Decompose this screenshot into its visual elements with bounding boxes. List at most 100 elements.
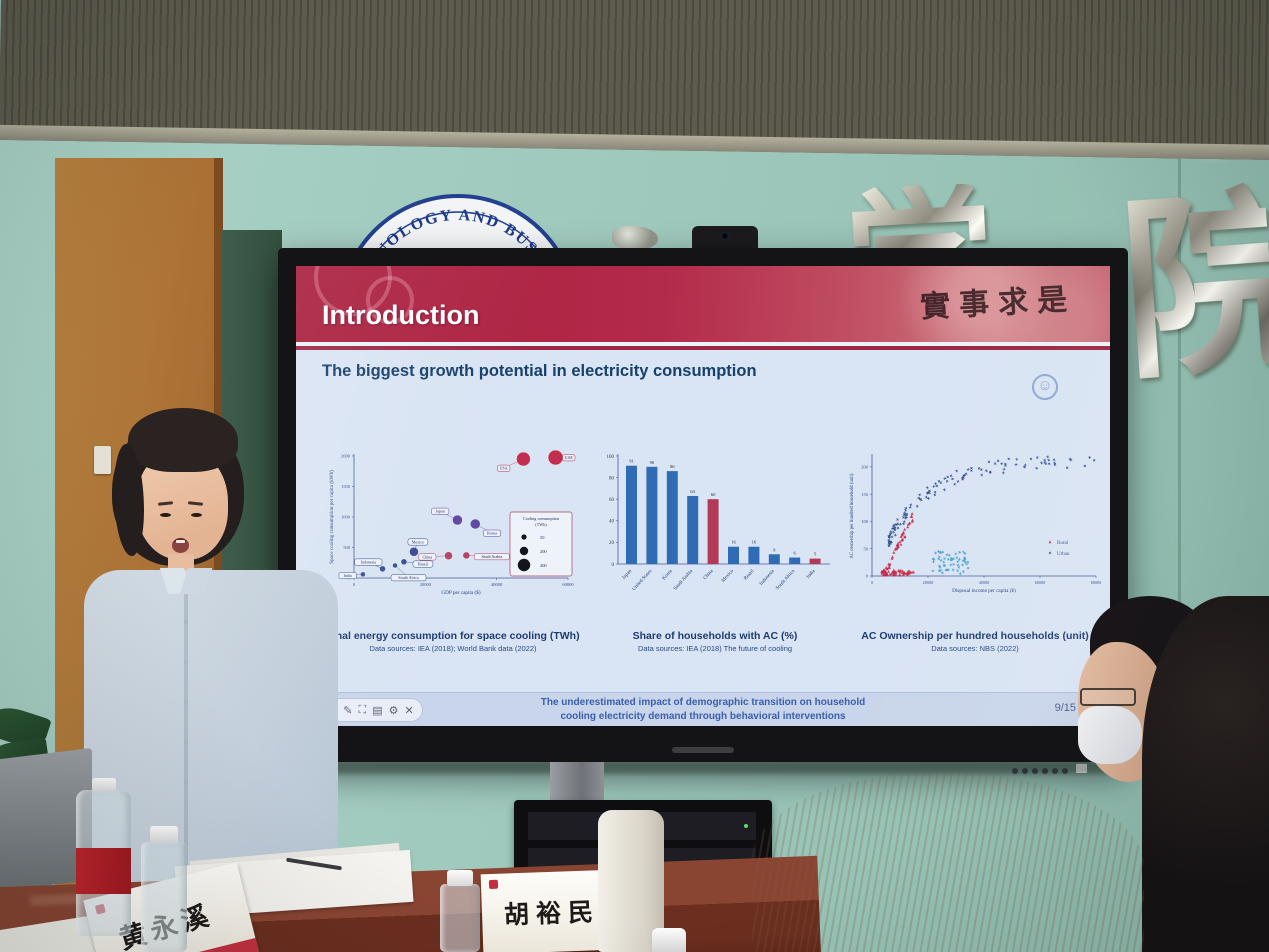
svg-text:Saudi Arabia: Saudi Arabia: [481, 554, 502, 559]
bubble-chart-space-cooling: 05001000150020000200004000060000GDP per …: [324, 446, 582, 653]
svg-text:Rural: Rural: [1057, 541, 1069, 546]
svg-text:Saudi Arabia: Saudi Arabia: [673, 568, 695, 591]
svg-text:0: 0: [612, 563, 615, 568]
settings-icon[interactable]: ⚙: [388, 704, 399, 717]
slide-footer: ○◎✎⛶▤⚙✕ The underestimated impact of dem…: [296, 692, 1110, 726]
svg-text:40000: 40000: [491, 582, 503, 587]
svg-text:86: 86: [670, 464, 675, 469]
square-bottle[interactable]: [141, 842, 187, 952]
tv-camera-lens-icon: [721, 232, 729, 240]
audience-head-center: [752, 772, 1144, 952]
svg-text:UAE: UAE: [565, 455, 574, 460]
power-led: [744, 824, 748, 828]
bar-chart-ac-share: 0 20 40 60 80 100 91 Japan 90 United States 86 Kore…: [592, 446, 838, 653]
svg-text:China: China: [703, 568, 715, 581]
svg-text:0: 0: [353, 582, 356, 587]
svg-text:400: 400: [540, 563, 547, 568]
svg-text:Space cooling consumption per: Space cooling consumption per capita (kW…: [328, 470, 335, 564]
svg-text:Mexico: Mexico: [412, 539, 424, 544]
face-mask: [1078, 706, 1142, 764]
svg-text:Disposal income per capita (¥): Disposal income per capita (¥): [952, 587, 1016, 594]
ceiling-beam: [0, 0, 1269, 161]
chart-title: Share of households with AC (%): [632, 630, 798, 642]
svg-text:20: 20: [609, 541, 615, 546]
svg-text:9: 9: [773, 547, 776, 552]
svg-text:40: 40: [609, 520, 615, 525]
svg-text:China: China: [422, 554, 432, 559]
shirt-button: [184, 660, 188, 664]
svg-text:90: 90: [650, 460, 655, 465]
tv-shadow: [286, 762, 1128, 774]
svg-text:40000: 40000: [979, 580, 989, 585]
svg-text:16: 16: [752, 540, 757, 545]
svg-text:Urban: Urban: [1057, 552, 1070, 557]
bottle-cap[interactable]: [150, 826, 178, 844]
slide-section-title: Introduction: [322, 300, 480, 330]
svg-text:20000: 20000: [923, 580, 933, 585]
tv-power-button[interactable]: [1012, 768, 1018, 774]
svg-text:60000: 60000: [562, 582, 574, 587]
slides-icon[interactable]: ▤: [372, 704, 383, 717]
shirt-button: [184, 620, 188, 624]
paper-title-line1: The underestimated impact of demographic…: [540, 697, 866, 708]
header-divider-white: [296, 342, 1110, 346]
svg-text:South Africa: South Africa: [775, 568, 796, 591]
svg-text:South Africa: South Africa: [398, 575, 419, 580]
svg-text:Cooling consumption: Cooling consumption: [523, 516, 560, 521]
header-divider-red: [296, 346, 1110, 350]
tv-button[interactable]: [1032, 768, 1038, 774]
svg-text:(TWh): (TWh): [535, 522, 547, 527]
header-photo-texture: [780, 266, 1110, 342]
slide-header-banner: 實事求是 Introduction: [296, 266, 1110, 342]
svg-text:1000: 1000: [341, 515, 351, 520]
close-icon[interactable]: ✕: [404, 704, 414, 717]
svg-text:USA: USA: [500, 466, 508, 471]
page-indicator: 9/15: [1054, 702, 1076, 714]
svg-text:63: 63: [690, 489, 695, 494]
presentation-screen[interactable]: 實事求是 Introduction The biggest growth pot…: [296, 266, 1110, 726]
svg-text:200: 200: [540, 549, 547, 554]
pen-icon[interactable]: ✎: [343, 704, 353, 717]
glasses-icon: [1080, 688, 1136, 706]
tv-button[interactable]: [1062, 768, 1068, 774]
name-card-2: 胡裕民: [480, 869, 616, 952]
svg-text:1500: 1500: [341, 484, 351, 489]
slide-heading: The biggest growth potential in electric…: [322, 362, 757, 380]
presenter-eye: [191, 513, 202, 517]
svg-text:150: 150: [861, 492, 869, 497]
bottle-label: [76, 848, 131, 894]
svg-text:2000: 2000: [341, 454, 351, 459]
svg-text:80: 80: [609, 476, 615, 481]
bottle-cap[interactable]: [447, 870, 473, 886]
svg-text:Indonesia: Indonesia: [361, 559, 377, 564]
bar-chart-plot: 0 20 40 60 80 100 91 Japan 90 United States 86 Kore…: [592, 446, 838, 627]
chart-title: AC Ownership per hundred households (uni…: [861, 630, 1089, 642]
tv-button[interactable]: [1052, 768, 1058, 774]
wall-panel-seam: [1178, 135, 1181, 775]
svg-text:80000: 80000: [1091, 580, 1101, 585]
svg-text:91: 91: [629, 459, 634, 464]
bottle-cap[interactable]: [652, 928, 686, 952]
university-seal-svg: TECHNOLOGY AND BUSINESS: [351, 194, 563, 252]
water-bottle[interactable]: [76, 790, 131, 936]
chart-source: Data sources: NBS (2022): [931, 644, 1019, 653]
svg-text:100: 100: [861, 519, 869, 524]
svg-text:200: 200: [861, 465, 869, 470]
tv-sticker: [1076, 764, 1087, 773]
tv-button[interactable]: [1022, 768, 1028, 774]
scatter-chart-plot: 0 50 100 150 200 0 20000 40000 60000 80000 Disposa…: [844, 446, 1106, 627]
small-bottle[interactable]: [440, 884, 480, 952]
svg-text:5: 5: [814, 552, 817, 557]
screenshot-icon[interactable]: ⛶: [358, 703, 367, 716]
scatter-chart-ac-ownership: 0 50 100 150 200 0 20000 40000 60000 80000 Disposa…: [844, 446, 1106, 653]
thermos-flask[interactable]: [598, 810, 664, 952]
tv-button[interactable]: [1042, 768, 1048, 774]
svg-text:60000: 60000: [1035, 580, 1045, 585]
bottle-cap[interactable]: [92, 778, 116, 793]
wall-calligraphy-yuan: 院: [1113, 163, 1269, 435]
svg-text:Japan: Japan: [436, 509, 445, 514]
shirt-button: [184, 740, 188, 744]
light-switch[interactable]: [94, 446, 111, 474]
smiley-icon: ☺: [1032, 374, 1058, 400]
shirt-button: [184, 700, 188, 704]
